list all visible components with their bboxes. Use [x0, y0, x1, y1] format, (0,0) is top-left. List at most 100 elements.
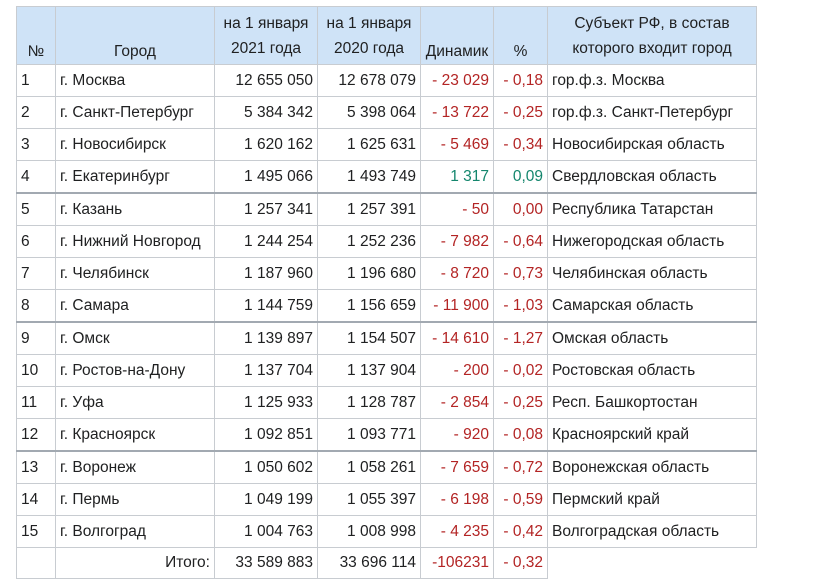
- dynamic-cell: - 4 235: [420, 515, 494, 548]
- pop2020-cell: 1 625 631: [317, 128, 421, 161]
- dynamic-cell: - 200: [420, 354, 494, 387]
- table-row: 11 г. Уфа 1 125 933 1 128 787- 2 854- 0,25 Р…: [16, 386, 757, 419]
- pop2021-cell: 1 092 851: [214, 418, 318, 452]
- city-cell: г. Воронеж: [55, 450, 215, 484]
- pop2020-cell: 1 196 680: [317, 257, 421, 290]
- header-region-line1: Субъект РФ, в состав: [574, 14, 730, 32]
- pop2021-cell: 1 050 602: [214, 450, 318, 484]
- pop2021-cell: 1 244 254: [214, 225, 318, 258]
- table-body: 1 г. Москва 12 655 050 12 678 079- 23 029- …: [16, 64, 757, 579]
- row-num: 12: [16, 418, 56, 452]
- pop2020-cell: 1 156 659: [317, 289, 421, 323]
- header-row: № Город на 1 января 2021 года на 1 январ…: [16, 6, 757, 65]
- row-num: 13: [16, 450, 56, 484]
- percent-cell: - 0,59: [493, 483, 548, 516]
- city-population-table: № Город на 1 января 2021 года на 1 январ…: [16, 6, 757, 579]
- region-cell: Омская область: [547, 321, 757, 355]
- pop2020-cell: 1 252 236: [317, 225, 421, 258]
- city-cell: г. Уфа: [55, 386, 215, 419]
- total-percent: - 0,32: [493, 547, 548, 579]
- table-row: 14 г. Пермь 1 049 199 1 055 397- 6 198- 0,5…: [16, 483, 757, 516]
- percent-cell: 0,00: [493, 192, 548, 226]
- region-cell: Самарская область: [547, 289, 757, 323]
- dynamic-cell: 1 317: [420, 160, 494, 194]
- pop2020-cell: 1 257 391: [317, 192, 421, 226]
- dynamic-cell: - 13 722: [420, 96, 494, 129]
- table-row: 6 г. Нижний Новгород 1 244 254 1 252 236- 7…: [16, 225, 757, 258]
- percent-cell: - 0,02: [493, 354, 548, 387]
- pop2021-cell: 1 139 897: [214, 321, 318, 355]
- header-region-line2: которого входит город: [572, 39, 732, 57]
- pop2020-cell: 1 055 397: [317, 483, 421, 516]
- pop2020-cell: 1 008 998: [317, 515, 421, 548]
- pop2021-cell: 1 004 763: [214, 515, 318, 548]
- region-cell: Республика Татарстан: [547, 192, 757, 226]
- city-cell: г. Челябинск: [55, 257, 215, 290]
- city-cell: г. Красноярск: [55, 418, 215, 452]
- header-pop2021-line2: 2021 года: [230, 39, 302, 57]
- city-cell: г. Новосибирск: [55, 128, 215, 161]
- dynamic-cell: - 6 198: [420, 483, 494, 516]
- header-pop2020-line1: на 1 января: [326, 14, 412, 32]
- city-cell: г. Москва: [55, 64, 215, 97]
- city-cell: г. Нижний Новгород: [55, 225, 215, 258]
- row-num: 15: [16, 515, 56, 548]
- row-num: 8: [16, 289, 56, 323]
- pop2020-cell: 1 128 787: [317, 386, 421, 419]
- region-cell: Воронежская область: [547, 450, 757, 484]
- header-pop2021: на 1 января 2021 года: [214, 6, 318, 65]
- header-num: №: [16, 6, 56, 65]
- region-cell: Челябинская область: [547, 257, 757, 290]
- dynamic-cell: - 7 659: [420, 450, 494, 484]
- header-city: Город: [55, 6, 215, 65]
- percent-cell: - 0,18: [493, 64, 548, 97]
- percent-cell: - 0,25: [493, 96, 548, 129]
- city-cell: г. Ростов-на-Дону: [55, 354, 215, 387]
- region-cell: Свердловская область: [547, 160, 757, 194]
- city-cell: г. Казань: [55, 192, 215, 226]
- header-pop2020: на 1 января 2020 года: [317, 6, 421, 65]
- header-dynamic: Динамик: [420, 6, 494, 65]
- city-cell: г. Омск: [55, 321, 215, 355]
- region-cell: гор.ф.з. Москва: [547, 64, 757, 97]
- city-cell: г. Санкт-Петербург: [55, 96, 215, 129]
- total-dynamic: -106231: [420, 547, 494, 579]
- pop2020-cell: 1 154 507: [317, 321, 421, 355]
- pop2021-cell: 12 655 050: [214, 64, 318, 97]
- percent-cell: 0,09: [493, 160, 548, 194]
- dynamic-cell: - 11 900: [420, 289, 494, 323]
- dynamic-cell: - 2 854: [420, 386, 494, 419]
- total-row: Итого: 33 589 883 33 696 114 -106231- 0,32: [16, 547, 757, 579]
- row-num: 6: [16, 225, 56, 258]
- percent-cell: - 0,72: [493, 450, 548, 484]
- total-empty-cell: [16, 547, 56, 579]
- pop2020-cell: 1 493 749: [317, 160, 421, 194]
- percent-cell: - 0,08: [493, 418, 548, 452]
- table-row: 9 г. Омск 1 139 897 1 154 507- 14 610- 1,27…: [16, 321, 757, 355]
- row-num: 9: [16, 321, 56, 355]
- row-num: 11: [16, 386, 56, 419]
- table-row: 4 г. Екатеринбург 1 495 066 1 493 749 1 317 0…: [16, 160, 757, 194]
- row-num: 2: [16, 96, 56, 129]
- row-num: 1: [16, 64, 56, 97]
- city-cell: г. Волгоград: [55, 515, 215, 548]
- table-row: 5 г. Казань 1 257 341 1 257 391- 50 0,00 Респ…: [16, 192, 757, 226]
- region-cell: гор.ф.з. Санкт-Петербург: [547, 96, 757, 129]
- region-cell: Красноярский край: [547, 418, 757, 452]
- pop2020-cell: 1 058 261: [317, 450, 421, 484]
- region-cell: Респ. Башкортостан: [547, 386, 757, 419]
- pop2021-cell: 1 187 960: [214, 257, 318, 290]
- dynamic-cell: - 920: [420, 418, 494, 452]
- pop2021-cell: 1 144 759: [214, 289, 318, 323]
- row-num: 10: [16, 354, 56, 387]
- percent-cell: - 1,27: [493, 321, 548, 355]
- total-pop2020: 33 696 114: [317, 547, 421, 579]
- pop2021-cell: 1 495 066: [214, 160, 318, 194]
- percent-cell: - 0,25: [493, 386, 548, 419]
- pop2021-cell: 1 257 341: [214, 192, 318, 226]
- percent-cell: - 0,42: [493, 515, 548, 548]
- percent-cell: - 0,34: [493, 128, 548, 161]
- row-num: 5: [16, 192, 56, 226]
- table-row: 1 г. Москва 12 655 050 12 678 079- 23 029- …: [16, 64, 757, 97]
- dynamic-cell: - 5 469: [420, 128, 494, 161]
